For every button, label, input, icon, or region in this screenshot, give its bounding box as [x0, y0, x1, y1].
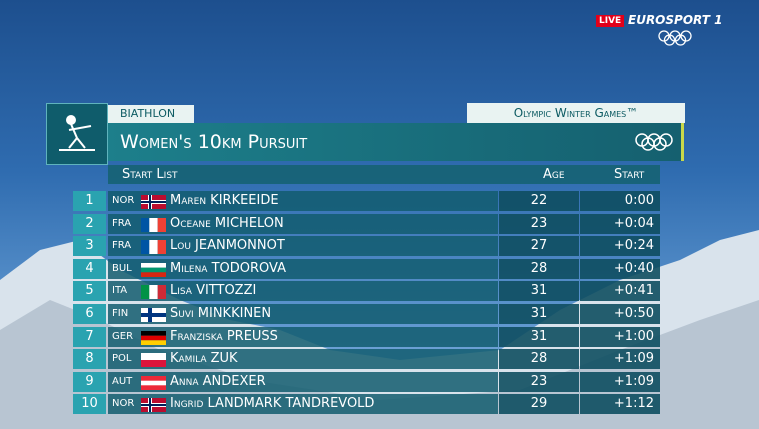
sport-icon	[46, 103, 108, 165]
country-code: FRA	[112, 240, 132, 252]
start-time: +0:50	[580, 304, 660, 324]
start-list-row: 1 NOR Maren KIRKEEIDE 22 0:00	[73, 191, 660, 211]
athlete-name: Lisa VITTOZZI	[170, 283, 257, 299]
rank: 6	[73, 304, 106, 324]
athlete-name: Lou JEANMONNOT	[170, 238, 285, 254]
olympic-rings	[635, 133, 673, 151]
athlete-name: Oceane MICHELON	[170, 215, 284, 231]
flag	[141, 284, 166, 300]
start-list-row: 2 FRA Oceane MICHELON 23 +0:04	[73, 213, 660, 234]
athlete-cell: FRA Oceane MICHELON	[108, 213, 498, 234]
country-code: FIN	[112, 308, 129, 319]
start-list-row: 3 FRA Lou JEANMONNOT 27 +0:24	[73, 236, 660, 257]
start-time: +0:41	[580, 281, 660, 302]
country-code: POL	[112, 353, 132, 365]
athlete-cell: FIN Suvi MINKKINEN	[108, 304, 498, 324]
rank: 4	[73, 258, 106, 279]
start-list-row: 5 ITA Lisa VITTOZZI 31 +0:41	[73, 281, 660, 302]
age: 23	[499, 371, 579, 392]
start-list-row: 8 POL Kamila ZUK 28 +1:09	[73, 349, 660, 370]
country-code: BUL	[112, 262, 132, 274]
athlete-name: Ingrid LANDMARK TANDREVOLD	[170, 396, 375, 412]
flag	[141, 307, 166, 322]
rank: 1	[73, 191, 106, 211]
athlete-cell: ITA Lisa VITTOZZI	[108, 281, 498, 302]
start-list-row: 6 FIN Suvi MINKKINEN 31 +0:50	[73, 304, 660, 324]
country-code: AUT	[112, 375, 133, 387]
start-list-row: 7 GER Franziska PREUSS 31 +1:00	[73, 326, 660, 347]
athlete-cell: NOR Ingrid LANDMARK TANDREVOLD	[108, 394, 498, 415]
country-code: ITA	[112, 285, 128, 297]
flag	[141, 397, 166, 413]
flag	[141, 194, 166, 209]
age: 29	[499, 394, 579, 415]
age: 28	[499, 349, 579, 370]
rank: 9	[73, 371, 106, 392]
start-time: +1:09	[580, 349, 660, 370]
age: 22	[499, 191, 579, 211]
rank: 10	[73, 394, 106, 415]
age: 23	[499, 213, 579, 234]
athlete-cell: FRA Lou JEANMONNOT	[108, 236, 498, 257]
start-list-row: 4 BUL Milena TODOROVA 28 +0:40	[73, 258, 660, 279]
athlete-name: Milena TODOROVA	[170, 260, 286, 276]
athlete-cell: AUT Anna ANDEXER	[108, 371, 498, 392]
column-label: Start List	[122, 167, 178, 182]
age: 27	[499, 236, 579, 257]
start-time: 0:00	[580, 191, 660, 211]
start-list-row: 9 AUT Anna ANDEXER 23 +1:09	[73, 371, 660, 392]
country-code: NOR	[112, 398, 135, 410]
start-time: +1:00	[580, 326, 660, 347]
flag	[141, 352, 166, 368]
athlete-cell: NOR Maren KIRKEEIDE	[108, 191, 498, 211]
athlete-name: Maren KIRKEEIDE	[170, 193, 279, 208]
age: 31	[499, 326, 579, 347]
age: 31	[499, 304, 579, 324]
start-time: +0:04	[580, 213, 660, 234]
title-bar: Women's 10km Pursuit	[108, 123, 684, 161]
country-code: FRA	[112, 217, 132, 229]
column-label: Start	[614, 167, 645, 182]
column-label: Age	[543, 167, 565, 182]
rank: 5	[73, 281, 106, 302]
rank: 2	[73, 213, 106, 234]
rank: 7	[73, 326, 106, 347]
flag	[141, 330, 166, 345]
start-list-row: 10 NOR Ingrid LANDMARK TANDREVOLD 29 +1:12	[73, 394, 660, 415]
rank: 3	[73, 236, 106, 257]
start-time: +1:12	[580, 394, 660, 415]
event-tab: Olympic Winter Games™	[467, 103, 685, 123]
country-code: GER	[112, 330, 134, 342]
olympic-rings	[658, 30, 692, 46]
channel-logo: EUROSPORT 1	[628, 13, 723, 27]
start-time: +1:09	[580, 371, 660, 392]
flag	[141, 239, 166, 255]
athlete-cell: POL Kamila ZUK	[108, 349, 498, 370]
flag	[141, 262, 166, 277]
athlete-name: Anna ANDEXER	[170, 373, 266, 389]
athlete-name: Kamila ZUK	[170, 351, 238, 367]
start-time: +0:24	[580, 236, 660, 257]
sport-tab: BIATHLON	[108, 105, 194, 123]
live-badge: LIVE	[596, 15, 625, 27]
athlete-name: Suvi MINKKINEN	[170, 306, 272, 321]
age: 31	[499, 281, 579, 302]
athlete-name: Franziska PREUSS	[170, 328, 278, 344]
athlete-cell: BUL Milena TODOROVA	[108, 258, 498, 279]
flag	[141, 217, 166, 232]
country-code: NOR	[112, 195, 135, 206]
age: 28	[499, 258, 579, 279]
start-time: +0:40	[580, 258, 660, 279]
flag	[141, 375, 166, 390]
column-header	[108, 165, 660, 184]
rank: 8	[73, 349, 106, 370]
athlete-cell: GER Franziska PREUSS	[108, 326, 498, 347]
